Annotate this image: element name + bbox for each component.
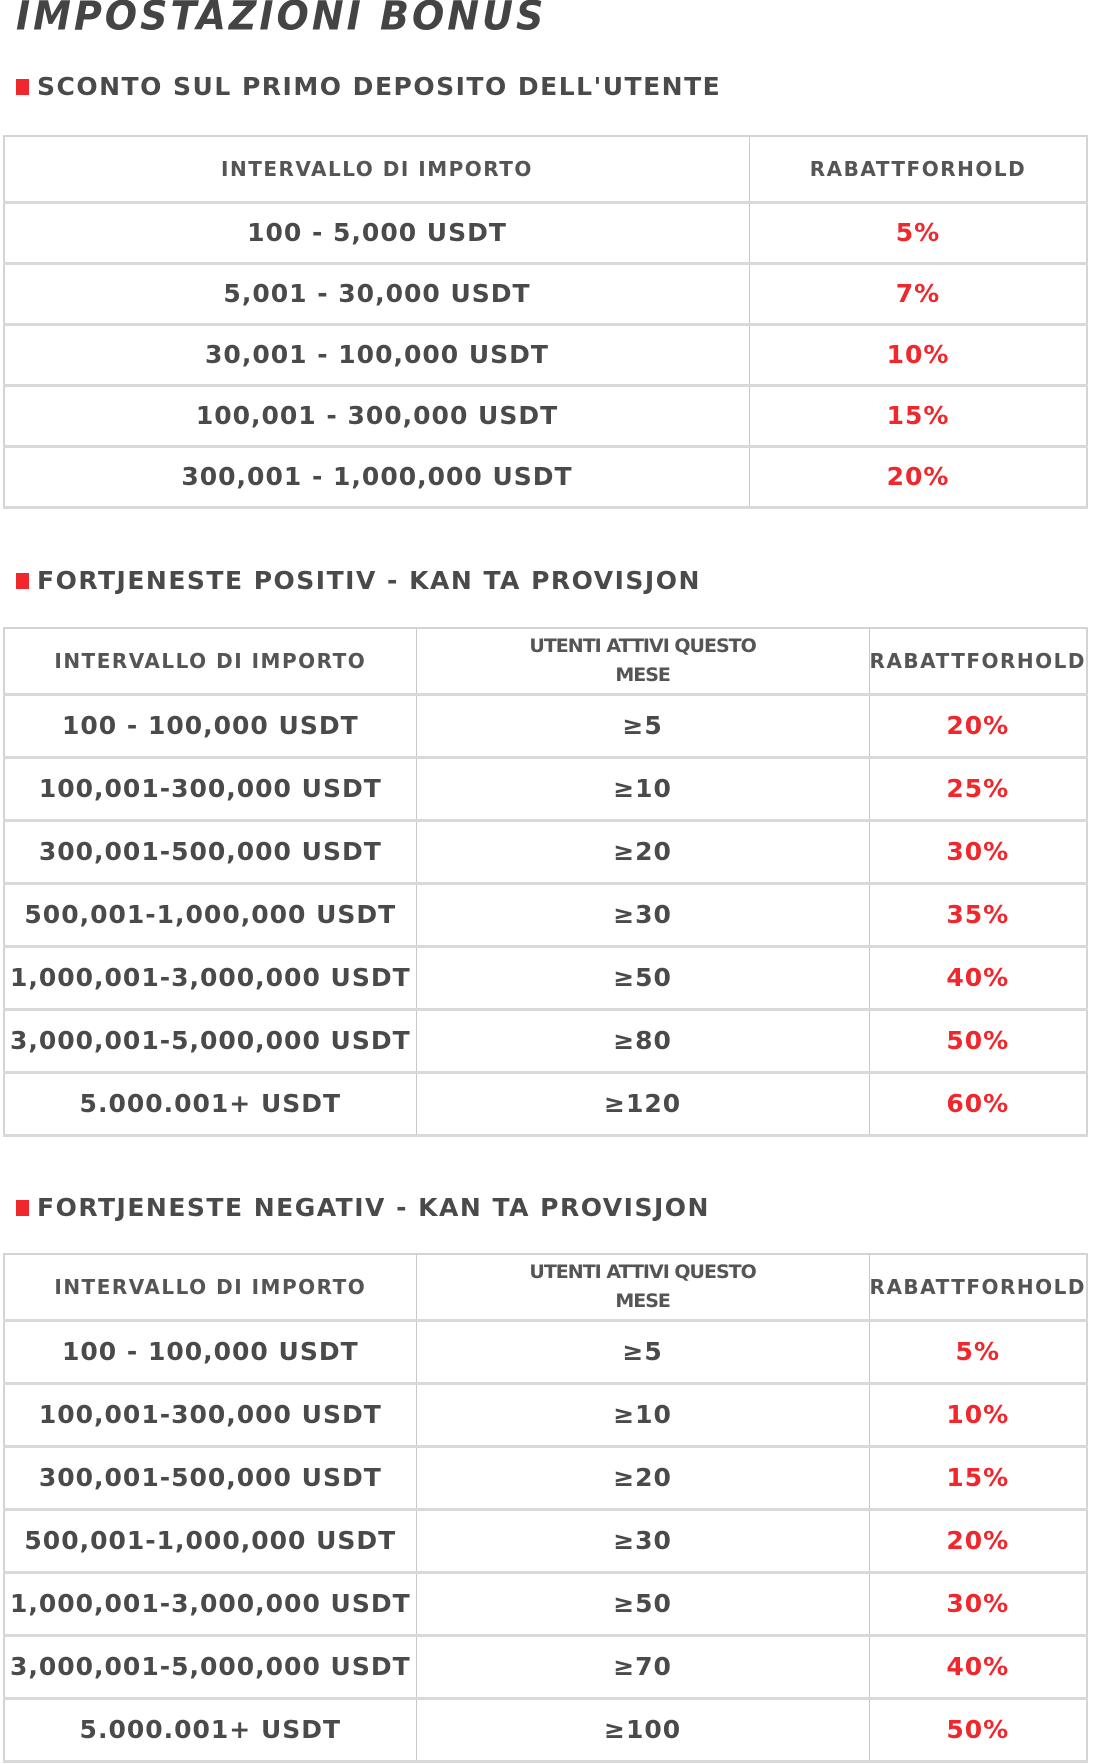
table-row: 100,001-300,000 USDT ≥10 10%	[3, 1382, 1088, 1447]
table-cell: 1,000,001-3,000,000 USDT	[3, 1571, 417, 1636]
page-title: IMPOSTAZIONI BONUS	[16, 0, 547, 40]
column-header: INTERVALLO DI IMPORTO	[3, 1253, 417, 1321]
heading-text: SCONTO SUL PRIMO DEPOSITO DELL'UTENTE	[37, 72, 722, 101]
table-cell: 5,001 - 30,000 USDT	[3, 262, 750, 325]
table-cell: 5%	[749, 201, 1088, 264]
section-heading-negative: FORTJENESTE NEGATIV - KAN TA PROVISJON	[16, 1193, 710, 1222]
table-row: 5.000.001+ USDT ≥120 60%	[3, 1071, 1088, 1136]
column-header: UTENTI ATTIVI QUESTO MESE	[415, 627, 870, 695]
table-cell: 40%	[868, 945, 1088, 1010]
red-square-icon	[16, 572, 29, 589]
table-row: 30,001 - 100,000 USDT 10%	[3, 323, 1088, 386]
heading-text: FORTJENESTE POSITIV - KAN TA PROVISJON	[37, 566, 701, 595]
table-cell: ≥20	[415, 819, 870, 884]
table-cell: 50%	[868, 1008, 1088, 1073]
negative-profit-table: INTERVALLO DI IMPORTO UTENTI ATTIVI QUEST…	[3, 1253, 1088, 1763]
table-cell: 100 - 100,000 USDT	[3, 693, 417, 758]
table-cell: 10%	[868, 1382, 1088, 1447]
table-cell: 30%	[868, 1571, 1088, 1636]
table-cell: ≥30	[415, 1508, 870, 1573]
table-cell: 3,000,001-5,000,000 USDT	[3, 1008, 417, 1073]
table-row: 500,001-1,000,000 USDT ≥30 20%	[3, 1508, 1088, 1573]
table-cell: ≥80	[415, 1008, 870, 1073]
table-cell: 100 - 5,000 USDT	[3, 201, 750, 264]
table-cell: 15%	[749, 384, 1088, 447]
table-cell: 15%	[868, 1445, 1088, 1510]
table-cell: 100,001-300,000 USDT	[3, 1382, 417, 1447]
column-header: RABATTFORHOLD	[868, 627, 1088, 695]
header-row: INTERVALLO DI IMPORTO RABATTFORHOLD	[3, 135, 1088, 203]
column-header: INTERVALLO DI IMPORTO	[3, 627, 417, 695]
table-cell: ≥5	[415, 1319, 870, 1384]
table-cell: ≥70	[415, 1634, 870, 1699]
table-cell: 300,001 - 1,000,000 USDT	[3, 445, 750, 508]
column-header: INTERVALLO DI IMPORTO	[3, 135, 750, 203]
column-header: RABATTFORHOLD	[868, 1253, 1088, 1321]
table-cell: 300,001-500,000 USDT	[3, 819, 417, 884]
table-row: 100,001-300,000 USDT ≥10 25%	[3, 756, 1088, 821]
table-cell: ≥10	[415, 756, 870, 821]
table-row: 3,000,001-5,000,000 USDT ≥80 50%	[3, 1008, 1088, 1073]
table-cell: ≥30	[415, 882, 870, 947]
table-cell: ≥10	[415, 1382, 870, 1447]
table-row: 300,001 - 1,000,000 USDT 20%	[3, 445, 1088, 508]
table-cell: 7%	[749, 262, 1088, 325]
table-row: 100 - 5,000 USDT 5%	[3, 201, 1088, 264]
table-cell: 35%	[868, 882, 1088, 947]
table-cell: 20%	[749, 445, 1088, 508]
red-square-icon	[16, 1199, 29, 1216]
table-cell: ≥120	[415, 1071, 870, 1136]
table-row: 100 - 100,000 USDT ≥5 20%	[3, 693, 1088, 758]
table-cell: 3,000,001-5,000,000 USDT	[3, 1634, 417, 1699]
table-cell: 30,001 - 100,000 USDT	[3, 323, 750, 386]
table-cell: 5%	[868, 1319, 1088, 1384]
table-row: 100,001 - 300,000 USDT 15%	[3, 384, 1088, 447]
table-cell: ≥20	[415, 1445, 870, 1510]
positive-profit-table: INTERVALLO DI IMPORTO UTENTI ATTIVI QUEST…	[3, 627, 1088, 1137]
table-row: 5.000.001+ USDT ≥100 50%	[3, 1697, 1088, 1762]
table-row: 5,001 - 30,000 USDT 7%	[3, 262, 1088, 325]
table-cell: 100 - 100,000 USDT	[3, 1319, 417, 1384]
table-row: 3,000,001-5,000,000 USDT ≥70 40%	[3, 1634, 1088, 1699]
section-heading-first-deposit: SCONTO SUL PRIMO DEPOSITO DELL'UTENTE	[16, 72, 721, 101]
table-row: 300,001-500,000 USDT ≥20 15%	[3, 1445, 1088, 1510]
heading-text: FORTJENESTE NEGATIV - KAN TA PROVISJON	[37, 1193, 710, 1222]
table-cell: ≥50	[415, 945, 870, 1010]
table-cell: 1,000,001-3,000,000 USDT	[3, 945, 417, 1010]
table-row: 1,000,001-3,000,000 USDT ≥50 40%	[3, 945, 1088, 1010]
table-cell: 50%	[868, 1697, 1088, 1762]
section-heading-positive: FORTJENESTE POSITIV - KAN TA PROVISJON	[16, 566, 701, 595]
column-header: UTENTI ATTIVI QUESTO MESE	[415, 1253, 870, 1321]
table-cell: ≥5	[415, 693, 870, 758]
table-cell: 5.000.001+ USDT	[3, 1697, 417, 1762]
table-cell: 20%	[868, 1508, 1088, 1573]
table-cell: 100,001 - 300,000 USDT	[3, 384, 750, 447]
table-cell: 60%	[868, 1071, 1088, 1136]
table-row: 500,001-1,000,000 USDT ≥30 35%	[3, 882, 1088, 947]
header-row: INTERVALLO DI IMPORTO UTENTI ATTIVI QUEST…	[3, 627, 1088, 695]
table-cell: 20%	[868, 693, 1088, 758]
table-cell: 10%	[749, 323, 1088, 386]
table-cell: ≥100	[415, 1697, 870, 1762]
table-row: 1,000,001-3,000,000 USDT ≥50 30%	[3, 1571, 1088, 1636]
red-square-icon	[16, 78, 29, 95]
table-cell: 30%	[868, 819, 1088, 884]
table-cell: 300,001-500,000 USDT	[3, 1445, 417, 1510]
table-row: 300,001-500,000 USDT ≥20 30%	[3, 819, 1088, 884]
column-header: RABATTFORHOLD	[749, 135, 1088, 203]
table-cell: 40%	[868, 1634, 1088, 1699]
table-cell: 5.000.001+ USDT	[3, 1071, 417, 1136]
header-row: INTERVALLO DI IMPORTO UTENTI ATTIVI QUEST…	[3, 1253, 1088, 1321]
table-row: 100 - 100,000 USDT ≥5 5%	[3, 1319, 1088, 1384]
table-cell: ≥50	[415, 1571, 870, 1636]
table-cell: 25%	[868, 756, 1088, 821]
table-cell: 500,001-1,000,000 USDT	[3, 882, 417, 947]
table-cell: 100,001-300,000 USDT	[3, 756, 417, 821]
first-deposit-table: INTERVALLO DI IMPORTO RABATTFORHOLD 100 - …	[3, 135, 1088, 509]
table-cell: 500,001-1,000,000 USDT	[3, 1508, 417, 1573]
